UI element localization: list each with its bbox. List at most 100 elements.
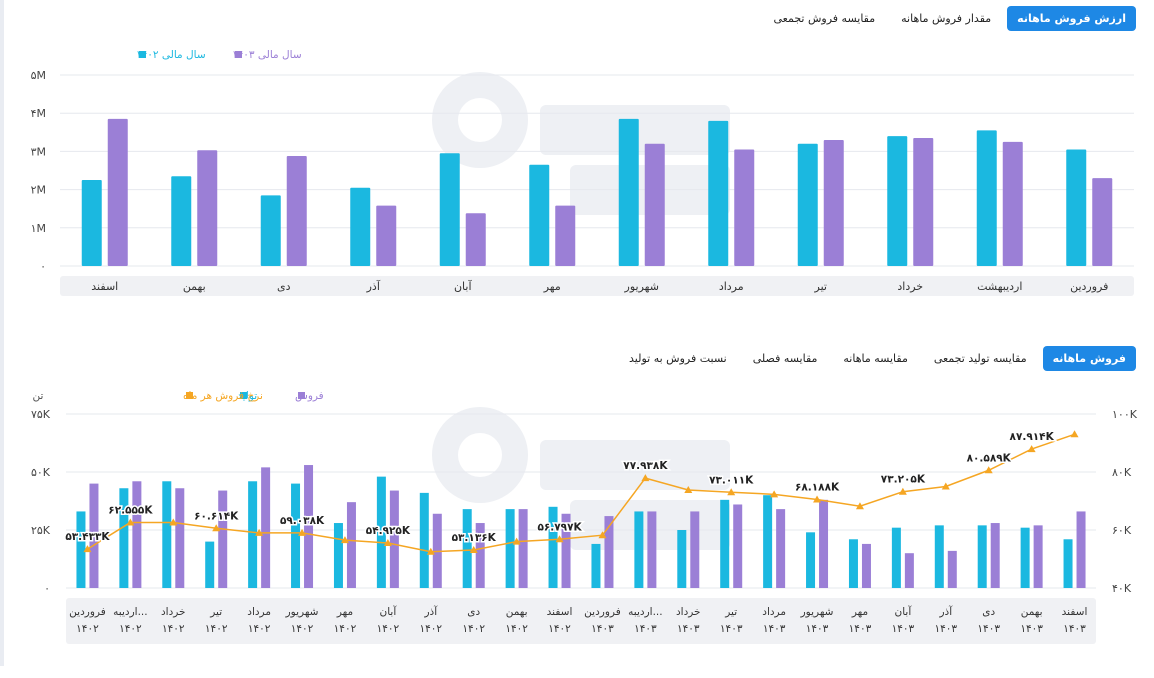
- monthly-rate-data-label: ۶۰.۶۱۴K: [194, 510, 239, 522]
- legend-label-production: تولید: [237, 390, 257, 402]
- x-axis-band: [60, 276, 1134, 296]
- monthly-rate-data-label: ۵۳.۴۳۳K: [65, 531, 110, 543]
- production-bar: [548, 506, 558, 588]
- bar-1402: [171, 176, 192, 266]
- x-tick-year: ۱۴۰۲: [420, 623, 443, 635]
- monthly-rate-data-label: ۷۷.۹۳۸K: [623, 460, 668, 472]
- monthly-rate-point: [169, 518, 178, 526]
- x-tick-year: ۱۴۰۲: [462, 623, 485, 635]
- monthly-rate-point: [898, 487, 907, 495]
- x-tick-label: دی: [277, 280, 291, 293]
- x-tick-year: ۱۴۰۲: [291, 623, 314, 635]
- production-bar: [763, 495, 773, 588]
- monthly-rate-point: [255, 528, 264, 536]
- x-tick-month: دی: [982, 606, 995, 618]
- sales-bar: [261, 467, 271, 588]
- sales-bar: [904, 553, 914, 588]
- x-tick-month: مرداد: [762, 606, 786, 618]
- sales-bar: [218, 490, 228, 588]
- monthly-rate-data-label: ۶۲.۵۵۵K: [108, 504, 153, 516]
- tab-sales-to-production-ratio[interactable]: نسبت فروش به تولید: [629, 352, 727, 365]
- x-tick-year: ۱۴۰۲: [548, 623, 571, 635]
- y-left-tick-label: ۷۵K: [31, 408, 51, 421]
- bar-1402: [81, 180, 102, 266]
- bar-1402: [797, 143, 818, 266]
- legend-swatch-1402: [139, 51, 146, 58]
- production-bar: [634, 511, 644, 588]
- x-tick-month: آبان: [895, 605, 913, 618]
- monthly-sales-production-chart: تن فروش تولید نرخ فروش هر ماه ۰ ۲۵K ۵۰K ۷۵K…: [31, 390, 1138, 644]
- y-tick-label: ۴M: [31, 107, 46, 120]
- monthly-rate-point: [469, 546, 478, 554]
- bottom-chart-tabs: فروش ماهانه مقایسه تولید تجمعی مقایسه ما…: [619, 346, 1136, 371]
- x-tick-year: ۱۴۰۳: [1063, 623, 1086, 635]
- page-left-border: [0, 0, 4, 666]
- sales-bar: [304, 465, 314, 588]
- production-bar: [677, 530, 687, 588]
- monthly-rate-point: [212, 524, 221, 532]
- sales-bar: [861, 543, 871, 588]
- sales-bar: [604, 516, 614, 588]
- monthly-rate-data-label: ۷۳.۰۱۱K: [709, 474, 754, 486]
- production-bar: [505, 509, 515, 588]
- x-tick-year: ۱۴۰۲: [377, 623, 400, 635]
- bar-1402: [260, 195, 281, 266]
- top-chart-tabs: ارزش فروش ماهانه مقدار فروش ماهانه مقایس…: [764, 6, 1136, 31]
- monthly-rate-point: [727, 488, 736, 496]
- monthly-rate-point: [555, 535, 564, 543]
- sales-bar: [346, 502, 356, 588]
- monthly-rate-point: [1070, 430, 1079, 438]
- x-tick-month: شهریور: [285, 606, 319, 618]
- legend-swatch-monthly-rate: [186, 392, 193, 399]
- x-tick-year: ۱۴۰۳: [720, 623, 743, 635]
- tab-seasonal-comparison[interactable]: مقایسه فصلی: [752, 352, 818, 365]
- tab-cumulative-sales-comparison[interactable]: مقایسه فروش تجمعی: [773, 12, 876, 25]
- sales-bar: [518, 509, 528, 588]
- bar-1403: [555, 205, 576, 266]
- sales-bar: [990, 523, 1000, 588]
- tab-monthly-sales[interactable]: فروش ماهانه: [1042, 346, 1136, 371]
- tab-monthly-sales-quantity[interactable]: مقدار فروش ماهانه: [901, 12, 992, 25]
- x-tick-label: آبان: [454, 279, 472, 293]
- monthly-rate-point: [298, 528, 307, 536]
- x-tick-month: تیر: [209, 606, 222, 618]
- production-bar: [376, 476, 386, 588]
- sales-bar: [690, 511, 700, 588]
- legend-swatch-1403: [235, 51, 242, 58]
- sales-bar: [819, 499, 829, 588]
- monthly-rate-point: [512, 537, 521, 545]
- y-axis-unit-label: تن: [33, 390, 44, 402]
- production-bar: [891, 527, 901, 588]
- production-bar: [205, 541, 215, 588]
- monthly-rate-point: [426, 547, 435, 555]
- monthly-rate-data-label: ۸۰.۵۸۹K: [967, 452, 1012, 464]
- x-tick-month: دی: [467, 606, 480, 618]
- bar-1402: [439, 153, 460, 266]
- x-tick-month: فروردین: [584, 606, 621, 618]
- sales-bar: [647, 511, 657, 588]
- x-tick-year: ۱۴۰۲: [205, 623, 228, 635]
- bar-1402: [976, 130, 997, 266]
- bar-1403: [913, 138, 934, 266]
- production-bar: [76, 511, 86, 588]
- monthly-rate-point: [941, 482, 950, 490]
- tab-monthly-sales-value[interactable]: ارزش فروش ماهانه: [1007, 6, 1136, 31]
- bar-1402: [1066, 149, 1087, 266]
- x-tick-month: آذر: [423, 605, 438, 618]
- x-tick-label: اسفند: [91, 280, 118, 293]
- tab-cumulative-production-comparison[interactable]: مقایسه تولید تجمعی: [933, 352, 1027, 365]
- tab-monthly-comparison[interactable]: مقایسه ماهانه: [843, 352, 908, 365]
- monthly-rate-point: [598, 531, 607, 539]
- x-tick-month: اسفند: [1062, 606, 1088, 618]
- monthly-rate-point: [641, 474, 650, 482]
- monthly-rate-point: [126, 518, 135, 526]
- production-bar: [248, 481, 258, 588]
- x-tick-month: اسفند: [547, 606, 573, 618]
- monthly-rate-point: [770, 490, 779, 498]
- x-tick-year: ۱۴۰۳: [763, 623, 786, 635]
- monthly-rate-point: [855, 502, 864, 510]
- y-right-tick-label: ۱۰۰K: [1112, 408, 1138, 421]
- sales-bar: [389, 490, 399, 588]
- production-bar: [162, 481, 172, 588]
- x-tick-month: خرداد: [161, 606, 186, 618]
